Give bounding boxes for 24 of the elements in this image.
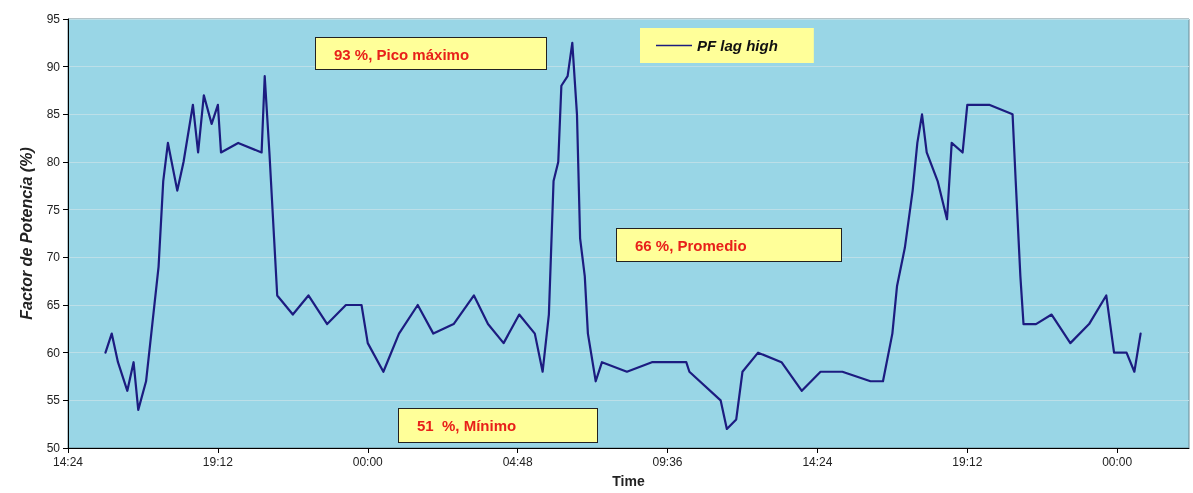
x-tick-label: 04:48: [502, 455, 533, 469]
x-axis-title: Time: [612, 473, 645, 489]
y-tick-label: 90: [46, 59, 61, 74]
note-box: 51 %, Mínimo: [398, 408, 598, 443]
y-tick-label: 60: [46, 345, 61, 360]
note-box: 93 %, Pico máximo: [315, 37, 547, 70]
x-tick-label: 00:00: [352, 455, 384, 469]
y-tick-label: 95: [46, 12, 61, 26]
x-tick-label: 19:12: [202, 455, 234, 469]
y-axis-title: Factor de Potencia (%): [17, 147, 35, 320]
x-tick-label: 09:36: [652, 455, 683, 469]
y-tick-label: 75: [46, 202, 61, 217]
legend-label: PF lag high: [697, 37, 778, 54]
x-tick-label: 00:00: [1102, 455, 1133, 469]
x-tick-label: 19:12: [952, 455, 983, 469]
y-tick-label: 80: [46, 155, 61, 169]
x-tick-label: 14:24: [52, 455, 84, 469]
y-tick-label: 55: [46, 393, 61, 408]
y-tick-label: 65: [46, 298, 61, 312]
y-tick-label: 50: [46, 441, 61, 455]
y-tick-label: 70: [46, 250, 61, 265]
note-box: 66 %, Promedio: [616, 228, 842, 262]
y-tick-label: 85: [46, 107, 61, 122]
x-tick-label: 14:24: [802, 455, 833, 469]
